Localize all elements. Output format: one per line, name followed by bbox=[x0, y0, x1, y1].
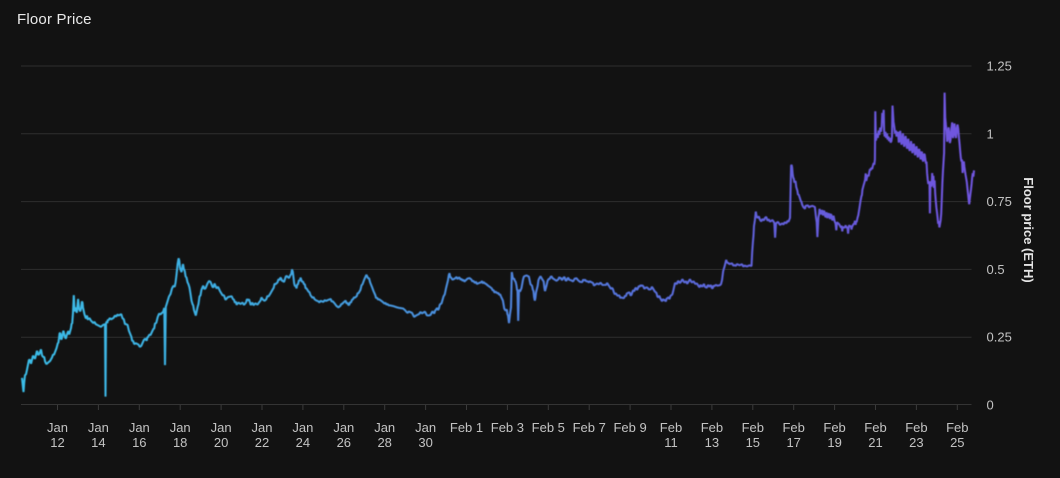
svg-text:0: 0 bbox=[987, 398, 994, 413]
svg-text:Feb: Feb bbox=[660, 420, 682, 435]
svg-text:Feb 5: Feb 5 bbox=[532, 420, 565, 435]
svg-text:Feb: Feb bbox=[905, 420, 927, 435]
svg-text:Jan: Jan bbox=[47, 420, 68, 435]
svg-text:Feb 7: Feb 7 bbox=[573, 420, 606, 435]
svg-text:Jan: Jan bbox=[252, 420, 273, 435]
svg-text:Jan: Jan bbox=[415, 420, 436, 435]
svg-text:21: 21 bbox=[868, 435, 882, 450]
svg-text:24: 24 bbox=[296, 435, 310, 450]
svg-text:Jan: Jan bbox=[129, 420, 150, 435]
svg-text:Feb: Feb bbox=[742, 420, 764, 435]
svg-text:11: 11 bbox=[664, 435, 678, 450]
svg-text:28: 28 bbox=[377, 435, 391, 450]
svg-text:20: 20 bbox=[214, 435, 228, 450]
svg-text:12: 12 bbox=[50, 435, 64, 450]
svg-text:30: 30 bbox=[418, 435, 432, 450]
svg-text:Jan: Jan bbox=[170, 420, 191, 435]
svg-text:Feb: Feb bbox=[946, 420, 968, 435]
svg-text:Feb 1: Feb 1 bbox=[450, 420, 483, 435]
svg-text:15: 15 bbox=[746, 435, 760, 450]
svg-text:Jan: Jan bbox=[292, 420, 313, 435]
svg-text:18: 18 bbox=[173, 435, 187, 450]
svg-text:Feb: Feb bbox=[864, 420, 886, 435]
svg-text:Feb 3: Feb 3 bbox=[491, 420, 524, 435]
svg-text:Feb 9: Feb 9 bbox=[613, 420, 646, 435]
svg-text:1.25: 1.25 bbox=[987, 59, 1012, 74]
svg-text:17: 17 bbox=[786, 435, 800, 450]
svg-text:Jan: Jan bbox=[374, 420, 395, 435]
svg-text:Floor price (ETH): Floor price (ETH) bbox=[1021, 177, 1036, 282]
svg-text:Jan: Jan bbox=[333, 420, 354, 435]
svg-text:0.25: 0.25 bbox=[987, 330, 1012, 345]
svg-text:25: 25 bbox=[950, 435, 964, 450]
svg-text:16: 16 bbox=[132, 435, 146, 450]
svg-text:0.5: 0.5 bbox=[987, 262, 1005, 277]
svg-text:Jan: Jan bbox=[88, 420, 109, 435]
svg-text:Feb: Feb bbox=[782, 420, 804, 435]
svg-text:23: 23 bbox=[909, 435, 923, 450]
svg-text:19: 19 bbox=[827, 435, 841, 450]
svg-text:0.75: 0.75 bbox=[987, 194, 1012, 209]
svg-text:Feb: Feb bbox=[823, 420, 845, 435]
svg-text:Feb: Feb bbox=[701, 420, 723, 435]
svg-text:22: 22 bbox=[255, 435, 269, 450]
svg-text:Jan: Jan bbox=[211, 420, 232, 435]
svg-text:14: 14 bbox=[91, 435, 105, 450]
svg-text:13: 13 bbox=[705, 435, 719, 450]
svg-text:1: 1 bbox=[987, 126, 994, 141]
svg-text:26: 26 bbox=[337, 435, 351, 450]
